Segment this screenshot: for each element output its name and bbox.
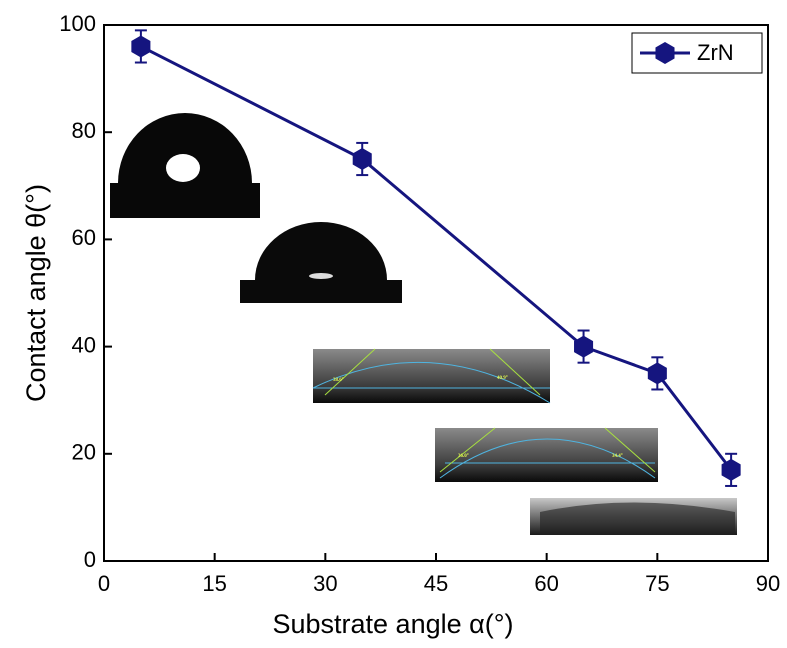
x-tick-label: 30 <box>313 571 337 596</box>
angle-label: 40.9° <box>497 376 508 381</box>
x-tick-label: 75 <box>645 571 669 596</box>
marker <box>352 148 372 170</box>
marker <box>574 335 594 358</box>
y-tick-label: 100 <box>59 11 96 36</box>
inset-photo-1 <box>110 113 260 218</box>
y-tick-label: 20 <box>72 440 96 465</box>
y-tick-label: 40 <box>72 332 96 357</box>
y-tick-label: 80 <box>72 118 96 143</box>
inset-photo-4: 36.0° 34.4° <box>435 427 658 482</box>
angle-label: 38.6° <box>333 378 344 383</box>
x-tick-label: 90 <box>756 571 780 596</box>
legend-label: ZrN <box>697 40 734 65</box>
x-tick-label: 45 <box>424 571 448 596</box>
x-axis-label: Substrate angle α(°) <box>272 609 513 639</box>
inset-photo-3: 38.6° 40.9° <box>312 348 551 404</box>
y-tick-label: 0 <box>84 547 96 572</box>
angle-label: 36.0° <box>458 454 469 459</box>
inset-photo-2 <box>240 222 402 303</box>
marker <box>131 35 151 58</box>
y-axis-label: Contact angle θ(°) <box>21 184 51 402</box>
x-tick-label: 60 <box>534 571 558 596</box>
marker <box>721 458 741 481</box>
inset-photo-5 <box>530 498 737 535</box>
y-tick-label: 60 <box>72 225 96 250</box>
angle-label: 34.4° <box>612 454 623 459</box>
x-tick-label: 0 <box>98 571 110 596</box>
x-tick-label: 15 <box>202 571 226 596</box>
legend-marker <box>655 42 675 64</box>
series-line <box>140 45 733 471</box>
marker <box>647 362 667 385</box>
